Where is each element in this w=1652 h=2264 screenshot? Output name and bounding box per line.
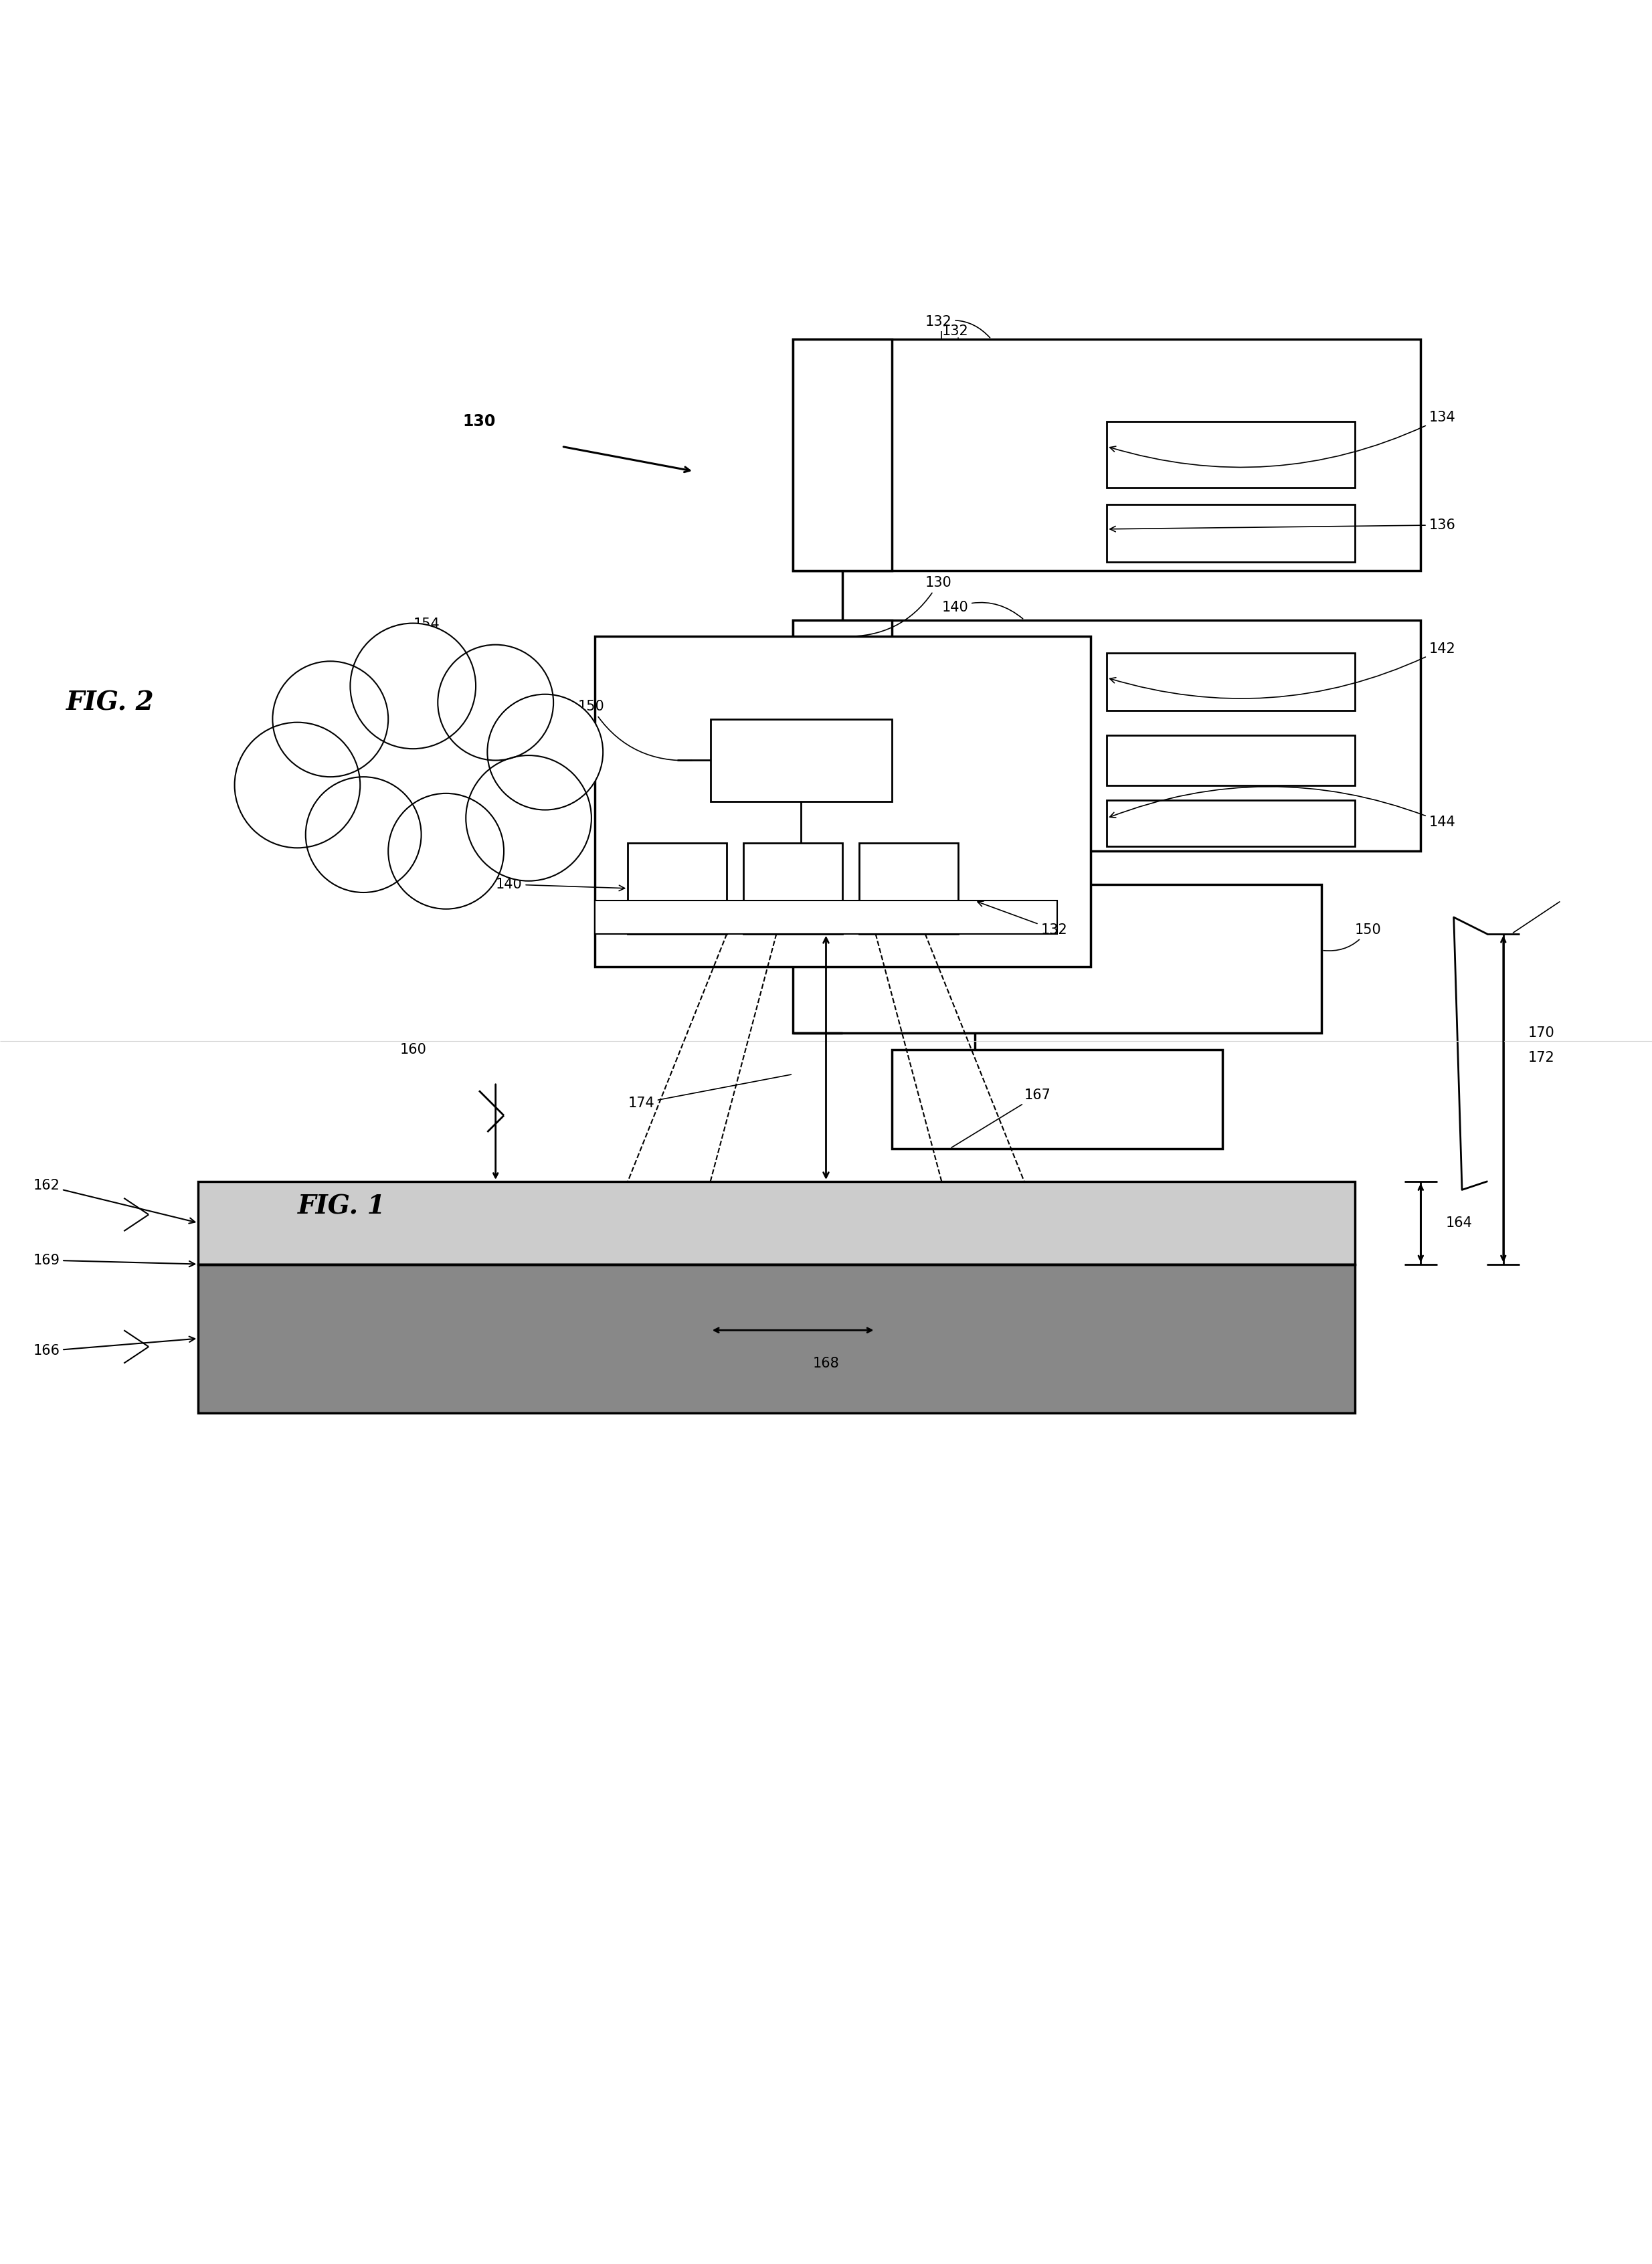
Bar [1107,652,1355,711]
Bar [628,842,727,933]
Bar [198,1263,1355,1413]
Text: 134: 134 [1110,412,1455,466]
Text: 130: 130 [844,577,952,636]
Circle shape [438,645,553,761]
Bar [793,340,892,571]
Bar [595,901,1057,933]
Circle shape [235,722,360,849]
Bar [198,1182,1355,1263]
Bar [793,620,892,851]
Bar [198,1263,1355,1413]
Circle shape [487,695,603,811]
Text: 140: 140 [942,600,1023,618]
Bar [710,720,892,801]
Bar [793,620,1421,851]
Bar [198,1182,1355,1263]
Text: 132: 132 [942,324,968,337]
Bar [743,842,843,933]
Text: 170: 170 [1528,1026,1555,1039]
Text: 174: 174 [628,1075,791,1109]
Bar [595,636,1090,967]
Text: 130: 130 [463,414,496,430]
Bar [859,842,958,933]
Bar [1107,421,1355,487]
Circle shape [273,661,388,777]
Circle shape [350,623,476,749]
Text: 132: 132 [978,901,1067,937]
Bar [1107,505,1355,561]
Bar [198,1263,1355,1413]
Text: 164: 164 [1446,1216,1472,1229]
Text: 166: 166 [33,1336,195,1358]
Bar [1107,799,1355,847]
Text: 144: 144 [1110,786,1455,829]
Text: 140: 140 [496,878,624,892]
Circle shape [388,792,504,910]
Text: 160: 160 [400,1044,426,1055]
Text: 150: 150 [578,700,692,761]
Bar [793,885,1322,1032]
Text: 168: 168 [813,1356,839,1370]
Text: 132: 132 [925,315,990,337]
Text: 169: 169 [33,1254,195,1268]
Text: 172: 172 [1528,1050,1555,1064]
Text: FIG. 2: FIG. 2 [66,691,154,715]
Bar [892,1050,1222,1148]
Bar [198,1182,1355,1263]
Bar [1107,736,1355,786]
Text: 150: 150 [1323,924,1381,951]
Bar [793,340,1421,571]
Text: 142: 142 [1110,643,1455,700]
Text: 167: 167 [952,1089,1051,1148]
Text: 162: 162 [33,1180,195,1223]
Circle shape [306,777,421,892]
Text: 154: 154 [413,618,439,652]
Text: FIG. 1: FIG. 1 [297,1193,385,1218]
Text: 136: 136 [1110,518,1455,532]
Circle shape [466,756,591,881]
